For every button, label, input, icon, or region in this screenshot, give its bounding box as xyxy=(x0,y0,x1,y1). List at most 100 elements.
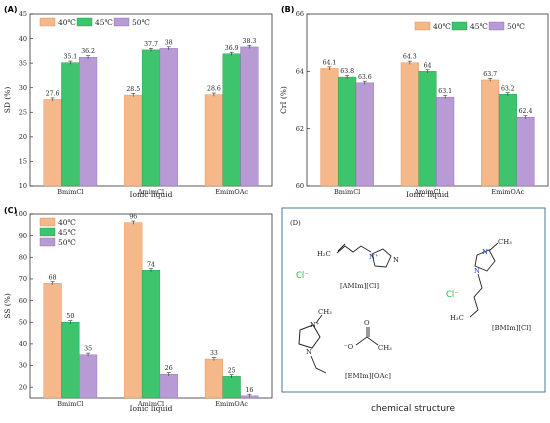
emim-ch3: CH₃ xyxy=(318,308,332,316)
legend-label: 45℃ xyxy=(95,18,113,27)
bar xyxy=(159,373,178,399)
legend-label: 40℃ xyxy=(433,22,451,31)
y-tick-label: 20 xyxy=(19,133,27,141)
bar xyxy=(240,46,259,187)
bar xyxy=(204,358,223,399)
legend-swatch xyxy=(488,21,505,31)
legend-label: 40℃ xyxy=(58,218,76,227)
data-label: 35.1 xyxy=(63,54,77,61)
bar xyxy=(204,94,223,187)
bar xyxy=(436,96,455,187)
emim-structure: N⁺ CH₃ N ⁻O O CH₃ [EMIm][OAc] xyxy=(298,308,392,380)
x-tick-label: EmimOAc xyxy=(215,188,248,196)
y-tick-label: 15 xyxy=(19,158,27,166)
y-tick-label: 45 xyxy=(19,10,27,18)
y-tick-label: 60 xyxy=(296,182,304,190)
legend-label: 50℃ xyxy=(58,238,76,247)
butyl-chain xyxy=(469,273,483,318)
chart-panel-b: (B) 60 62 64 66 CrI (%) Ionic liquid BmimCl 64.1… xyxy=(279,5,549,199)
y-tick-label: 62 xyxy=(296,125,304,133)
amim-structure: H₂C N⁺ N Cl⁻ [AMIm][Cl] xyxy=(296,243,399,290)
emim-ring xyxy=(298,324,321,349)
bar xyxy=(159,48,178,187)
data-label: 35 xyxy=(84,346,92,353)
panel-label-d: (D) xyxy=(290,219,301,227)
chloride-ion-1: Cl⁻ xyxy=(296,271,309,281)
y-axis-label: SD (%) xyxy=(3,87,12,114)
data-label: 96 xyxy=(129,214,137,221)
bar xyxy=(516,116,535,187)
panel-label: (C) xyxy=(4,206,17,215)
bar xyxy=(141,49,161,187)
legend-label: 45℃ xyxy=(58,228,76,237)
data-label: 38 xyxy=(165,39,173,46)
amim-n: N xyxy=(393,256,399,264)
bmim-label: [BMIm][Cl] xyxy=(492,324,531,332)
bmim-n-plus: N⁺ xyxy=(482,248,492,256)
legend-swatch xyxy=(113,17,130,27)
bmim-ch3: CH₃ xyxy=(498,238,512,246)
bmim-methyl-bond xyxy=(489,242,499,251)
data-label: 26 xyxy=(165,365,173,372)
acetate-o: O xyxy=(364,319,370,327)
data-label: 63.2 xyxy=(501,85,515,92)
bmim-ring xyxy=(474,249,496,272)
bar xyxy=(481,79,500,187)
y-tick-label: 70 xyxy=(19,275,27,283)
x-axis-label: Ionic liquid xyxy=(130,404,173,413)
x-axis-label: Ionic liquid xyxy=(406,190,449,199)
legend-label: 50℃ xyxy=(132,18,150,27)
bar xyxy=(124,94,143,187)
data-label: 33 xyxy=(210,350,218,357)
y-tick-label: 90 xyxy=(19,232,27,240)
x-tick-label: EmimOAc xyxy=(215,400,248,408)
data-label: 74 xyxy=(147,261,155,268)
data-label: 64 xyxy=(424,62,432,69)
acetate-bonds xyxy=(355,336,379,346)
x-tick-label: AmimCl xyxy=(413,188,440,196)
data-label: 64.1 xyxy=(323,59,337,66)
y-tick-label: 25 xyxy=(19,108,27,116)
x-tick-label: BmimCl xyxy=(334,188,360,196)
chart-panel-a: (A) 10 15 20 25 30 35 40 45 SD (%) Ionic liquid Bmi… xyxy=(3,5,273,199)
y-tick-label: 35 xyxy=(19,59,27,67)
x-tick-label: BmimCl xyxy=(57,188,83,196)
bar xyxy=(124,222,143,399)
panel-label: (B) xyxy=(281,5,294,14)
y-tick-label: 40 xyxy=(19,340,27,348)
y-tick-label: 10 xyxy=(19,182,27,190)
y-axis-label: CrI (%) xyxy=(279,86,288,114)
x-tick-label: EmimOAc xyxy=(491,188,524,196)
data-label: 63.1 xyxy=(438,88,452,95)
bar xyxy=(43,99,62,187)
chemical-structures-panel: (D) H₂C N⁺ N Cl⁻ [AMIm][Cl] N⁺ CH₃ N H₃C… xyxy=(281,207,546,414)
bar xyxy=(338,76,357,187)
data-label: 28.5 xyxy=(126,86,140,93)
data-label: 64.3 xyxy=(403,54,417,61)
data-label: 16 xyxy=(245,387,253,394)
allyl-double-bond xyxy=(337,243,346,252)
bar xyxy=(222,376,241,399)
data-label: 25 xyxy=(228,367,236,374)
data-label: 36.9 xyxy=(225,45,239,52)
ethyl-chain xyxy=(310,355,327,374)
legend-swatch xyxy=(39,17,56,27)
data-label: 37.7 xyxy=(144,41,158,48)
data-label: 50 xyxy=(66,313,74,320)
data-label: 38.3 xyxy=(243,38,257,45)
amim-n-plus: N⁺ xyxy=(369,253,379,261)
legend-swatch xyxy=(39,227,56,237)
y-tick-label: 30 xyxy=(19,84,27,92)
y-tick-label: 64 xyxy=(296,68,304,76)
legend-swatch xyxy=(39,237,56,247)
bar xyxy=(61,322,80,399)
amim-ring xyxy=(371,248,392,268)
y-tick-label: 50 xyxy=(19,318,27,326)
legend-swatch xyxy=(76,17,93,27)
bar xyxy=(498,94,517,187)
y-tick-label: 80 xyxy=(19,253,27,261)
legend-label: 40℃ xyxy=(58,18,76,27)
y-tick-label: 40 xyxy=(19,35,27,43)
acetate-o-minus: ⁻O xyxy=(344,343,354,351)
data-label: 27.6 xyxy=(46,91,60,98)
